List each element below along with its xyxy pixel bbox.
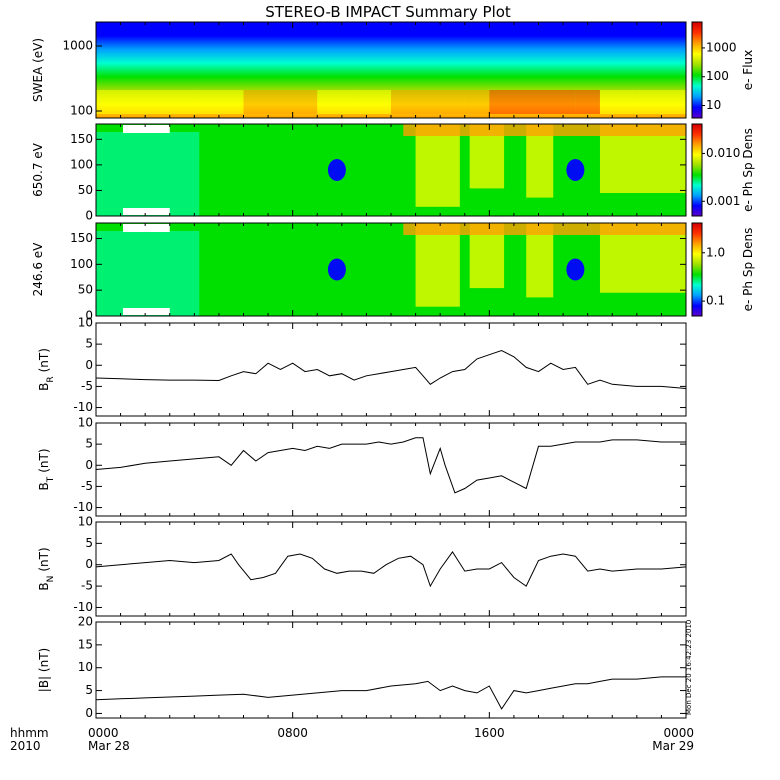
spectrogram-region: [96, 132, 200, 216]
field-y-tick-label: -5: [81, 579, 93, 593]
field-y-tick-label: 0: [85, 706, 93, 720]
pitch-angle-dropout: [566, 159, 585, 181]
pitch-angle-dropout: [327, 258, 346, 281]
pitch-angle-dropout: [327, 159, 346, 181]
data-gap: [123, 208, 170, 215]
data-gap: [123, 308, 170, 315]
swea-intensity-segment: [243, 90, 318, 114]
field-panel-frame: [95, 621, 687, 719]
x-axis-row2-label: 2010: [10, 739, 41, 753]
x-tick-date-label: Mar 28: [88, 739, 130, 753]
swea-intensity-segment: [317, 90, 355, 114]
pitch-y-tick-label: 100: [70, 157, 93, 171]
x-axis-row1-label: hhmm: [10, 726, 49, 740]
spectrogram-region: [403, 124, 686, 136]
colorbar-label: e- Ph Sp Dens: [741, 228, 755, 312]
swea-intensity-segment: [599, 90, 637, 114]
pitch-y-tick-label: 50: [78, 183, 93, 197]
field-y-tick-label: -5: [81, 479, 93, 493]
field-y-tick-label: 0: [85, 358, 93, 372]
field-y-tick-label: 10: [78, 316, 93, 330]
field-y-label: BR(nT): [37, 348, 56, 391]
x-tick-label: 1600: [474, 726, 505, 740]
field-y-tick-label: 10: [78, 660, 93, 674]
spectrogram-region: [415, 124, 460, 207]
field-series-line: [95, 349, 687, 389]
colorbar-tick-label: 1.0: [706, 245, 725, 259]
field-panel-frame: [95, 322, 687, 417]
colorbar-3: [691, 222, 703, 317]
pitch-y-tick-label: 0: [85, 309, 93, 323]
field-y-tick-label: 20: [78, 615, 93, 629]
colorbar-1: [691, 21, 703, 119]
spectrogram-region: [403, 223, 686, 235]
swea-intensity-segment: [391, 90, 441, 114]
generation-timestamp: Mon Dec 20 16:42:23 2010: [685, 620, 693, 715]
swea-y-tick-label: 100: [70, 104, 93, 118]
field-y-label: BN(nT): [37, 547, 56, 590]
field-y-tick-label: 15: [78, 637, 93, 651]
swea-intensity-segment: [489, 90, 539, 114]
field-y-tick-label: 5: [85, 536, 93, 550]
pitch-y-label: 650.7 eV: [31, 142, 45, 197]
pitch-y-tick-label: 150: [70, 132, 93, 146]
colorbar-tick-label: 0.001: [706, 194, 740, 208]
swea-intensity-segment: [464, 90, 490, 114]
x-tick-label: 0000: [663, 726, 694, 740]
spectrogram-region: [526, 124, 554, 198]
colorbar-tick-label: 1000: [706, 40, 737, 54]
pitch-y-tick-label: 50: [78, 283, 93, 297]
field-y-tick-label: 5: [85, 683, 93, 697]
colorbar-tick-label: 0.010: [706, 146, 740, 160]
field-y-tick-label: -10: [73, 500, 93, 514]
pitch-y-tick-label: 0: [85, 209, 93, 223]
pitch-angle-dropout: [566, 258, 585, 281]
colorbar-tick-label: 0.1: [706, 294, 725, 308]
colorbar-label: e- Ph Sp Dens: [741, 128, 755, 212]
field-y-label: BT(nT): [37, 448, 56, 490]
pitch-y-label: 246.6 eV: [31, 242, 45, 297]
colorbar-tick-label: 10: [706, 98, 721, 112]
swea-intensity-segment: [194, 90, 244, 114]
field-series-line: [95, 676, 686, 710]
swea-intensity-segment: [538, 90, 576, 114]
spectrogram-region: [96, 231, 200, 316]
swea-y-label: SWEA (eV): [31, 38, 45, 102]
colorbar-tick-label: 100: [706, 69, 729, 83]
field-y-tick-label: -10: [73, 600, 93, 614]
swea-intensity-segment: [96, 90, 195, 114]
field-y-tick-label: 0: [85, 458, 93, 472]
field-series-line: [95, 437, 686, 494]
field-y-tick-label: -10: [73, 400, 93, 414]
colorbar-2: [691, 123, 703, 217]
swea-intensity-segment: [575, 90, 600, 114]
field-series-line: [95, 551, 687, 588]
plot-title: STEREO-B IMPACT Summary Plot: [265, 3, 511, 21]
pitch-y-tick-label: 100: [70, 257, 93, 271]
field-y-tick-label: 10: [78, 416, 93, 430]
pitch-y-tick-label: 150: [70, 231, 93, 245]
swea-intensity-segment: [440, 90, 465, 114]
data-gap: [123, 224, 170, 232]
x-tick-date-label: Mar 29: [652, 739, 694, 753]
field-panel-frame: [95, 422, 687, 517]
swea-y-tick-label: 1000: [62, 39, 93, 53]
field-y-label: |B| (nT): [37, 648, 51, 692]
spectrogram-region: [526, 223, 554, 298]
field-y-tick-label: 0: [85, 557, 93, 571]
field-y-tick-label: -5: [81, 379, 93, 393]
field-y-tick-label: 5: [85, 437, 93, 451]
spectrogram-region: [415, 223, 460, 307]
x-tick-label: 0000: [88, 726, 119, 740]
colorbar-label: e- Flux: [741, 50, 755, 90]
data-gap: [123, 125, 170, 133]
swea-intensity-segment: [636, 90, 686, 114]
field-y-tick-label: 5: [85, 337, 93, 351]
field-y-tick-label: 10: [78, 515, 93, 529]
swea-intensity-segment: [354, 90, 391, 114]
x-tick-label: 0800: [277, 726, 308, 740]
